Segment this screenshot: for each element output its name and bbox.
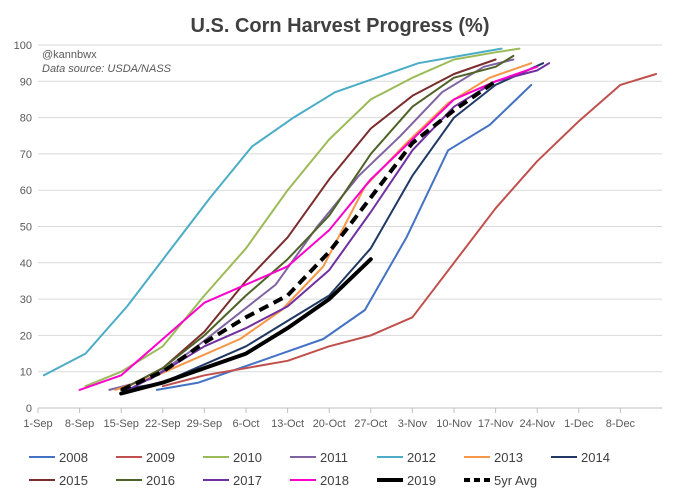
x-tick-label-17-nov: 17-Nov	[478, 418, 514, 430]
legend-label-2016: 2016	[146, 473, 175, 488]
x-tick-label-6-oct: 6-Oct	[233, 418, 260, 430]
series-line-2018	[78, 65, 539, 391]
x-tick-label-13-oct: 13-Oct	[271, 418, 304, 430]
legend-label-2015: 2015	[59, 473, 88, 488]
legend-label-2019: 2019	[407, 473, 436, 488]
legend-item-2019: 2019	[377, 473, 436, 488]
series-line-2013	[114, 62, 533, 391]
legend-label-2008: 2008	[59, 450, 88, 465]
x-tick-label-3-nov: 3-Nov	[398, 418, 428, 430]
y-tick-label-30: 30	[20, 294, 32, 306]
data-source-note: Data source: USDA/NASS	[42, 63, 172, 75]
y-tick-label-10: 10	[20, 367, 32, 379]
legend-item-2014: 2014	[551, 450, 610, 465]
x-tick-label-1-dec: 1-Dec	[564, 418, 594, 430]
legend-item-2013: 2013	[464, 450, 523, 465]
x-tick-label-1-sep: 1-Sep	[23, 418, 52, 430]
legend-label-2014: 2014	[581, 450, 610, 465]
legend-item-2012: 2012	[377, 450, 436, 465]
series-line-2010	[84, 47, 521, 388]
x-tick-label-8-dec: 8-Dec	[606, 418, 636, 430]
y-tick-label-90: 90	[20, 76, 32, 88]
legend-label-2017: 2017	[233, 473, 262, 488]
x-tick-label-15-sep: 15-Sep	[103, 418, 138, 430]
y-tick-label-0: 0	[26, 403, 32, 415]
x-tick-label-29-sep: 29-Sep	[187, 418, 222, 430]
legend-label-2018: 2018	[320, 473, 349, 488]
y-tick-label-60: 60	[20, 185, 32, 197]
axes: 0 10 20 30 40 50 60 70 80 90 100 1-Sep 8-Sep 15-Sep 22…	[14, 40, 662, 430]
series-line-2014	[120, 62, 545, 391]
x-tick-label-20-oct: 20-Oct	[313, 418, 346, 430]
legend: 2008 2009 2010 2011 2012 2013 2014 2015 2016 2017…	[29, 450, 610, 488]
x-tick-label-8-sep: 8-Sep	[65, 418, 94, 430]
y-tick-label-100: 100	[14, 40, 32, 52]
y-tick-label-50: 50	[20, 222, 32, 234]
gridlines	[38, 44, 662, 373]
legend-label-2009: 2009	[146, 450, 175, 465]
legend-label-2013: 2013	[494, 450, 523, 465]
y-tick-label-20: 20	[20, 330, 32, 342]
legend-item-2018: 2018	[290, 473, 349, 488]
legend-item-2017: 2017	[203, 473, 262, 488]
series-line-2015	[120, 58, 497, 391]
legend-item-5yr-avg: 5yr Avg	[464, 473, 537, 488]
chart-title: U.S. Corn Harvest Progress (%)	[191, 15, 490, 37]
legend-item-2016: 2016	[116, 473, 175, 488]
legend-item-2010: 2010	[203, 450, 262, 465]
legend-item-2011: 2011	[290, 450, 348, 465]
series-line-2019	[119, 257, 373, 396]
legend-label-2010: 2010	[233, 450, 262, 465]
legend-item-2008: 2008	[29, 450, 88, 465]
y-tick-label-80: 80	[20, 113, 32, 125]
series-line-5yr-avg	[120, 79, 497, 392]
legend-item-2015: 2015	[29, 473, 88, 488]
y-tick-label-70: 70	[20, 149, 32, 161]
legend-label-5yr-avg: 5yr Avg	[494, 473, 537, 488]
legend-label-2012: 2012	[407, 450, 436, 465]
x-tick-label-22-sep: 22-Sep	[145, 418, 180, 430]
series-line-2012	[42, 47, 503, 377]
series-line-2009	[161, 73, 658, 388]
x-tick-label-24-nov: 24-Nov	[519, 418, 555, 430]
x-tick-label-10-nov: 10-Nov	[436, 418, 472, 430]
legend-item-2009: 2009	[116, 450, 175, 465]
series-line-2008	[155, 83, 533, 391]
y-tick-label-40: 40	[20, 258, 32, 270]
legend-label-2011: 2011	[320, 450, 348, 465]
series-line-2016	[120, 54, 515, 391]
series-lines	[42, 47, 658, 396]
x-tick-label-27-oct: 27-Oct	[354, 418, 387, 430]
author-handle: @kannbwx	[42, 49, 97, 61]
